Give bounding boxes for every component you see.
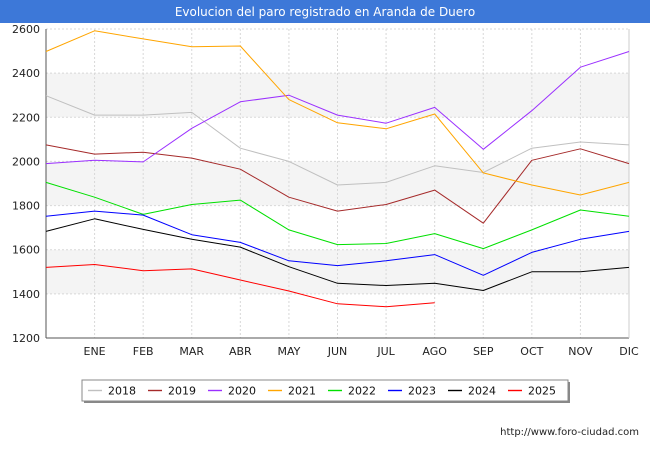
chart-title: Evolucion del paro registrado en Aranda … [0,0,650,23]
legend-label-2020: 2020 [228,385,256,398]
x-tick-label: NOV [568,345,593,358]
x-tick-label: SEP [473,345,494,358]
legend: 2018 2019 2020 2021 2022 2023 2024 2025 [81,379,570,403]
y-tick-label: 2000 [12,155,40,168]
x-tick-label: AGO [422,345,447,358]
y-tick-label: 1800 [12,200,40,213]
series-line-2025 [45,264,435,308]
legend-label-2025: 2025 [528,385,556,398]
y-tick-label: 1400 [12,288,40,301]
x-tick-label: ABR [229,345,252,358]
series-line-2021 [45,30,630,196]
x-tick-label: JUN [327,345,348,358]
series-line-2024 [45,218,630,291]
grid-bands [46,29,629,338]
legend-label-2023: 2023 [408,385,436,398]
legend-label-2024: 2024 [468,385,496,398]
y-tick-label: 2400 [12,67,40,80]
series-line-2019 [45,144,630,224]
legend-box [81,379,569,402]
series-line-2020 [45,51,630,165]
legend-label-2021: 2021 [288,385,316,398]
series-lines [45,30,630,308]
x-tick-label: MAR [179,345,204,358]
y-tick-labels: 1200 1400 1600 1800 2000 2200 2400 2600 [12,23,40,345]
y-tick-label: 1600 [12,244,40,257]
grid-band [46,293,629,338]
x-tick-labels: ENE FEB MAR ABR MAY JUN JUL AGO SEP OCT NOV DIC [84,345,639,358]
series-line-2018 [45,95,630,186]
x-tick-label: ENE [84,345,106,358]
x-tick-label: MAY [277,345,300,358]
axes [45,29,630,339]
series-line-2023 [45,210,630,276]
source-url: http://www.foro-ciudad.com [500,427,639,438]
legend-label-2018: 2018 [108,385,136,398]
legend-label-2019: 2019 [168,385,196,398]
x-tick-label: FEB [133,345,154,358]
y-tick-label: 1200 [12,332,40,345]
x-tick-label: JUL [376,345,395,358]
y-tick-label: 2200 [12,111,40,124]
x-tick-label: OCT [520,345,543,358]
series-line-2022 [45,181,630,250]
legend-label-2022: 2022 [348,385,376,398]
y-tick-label: 2600 [12,23,40,36]
x-tick-label: DIC [619,345,639,358]
